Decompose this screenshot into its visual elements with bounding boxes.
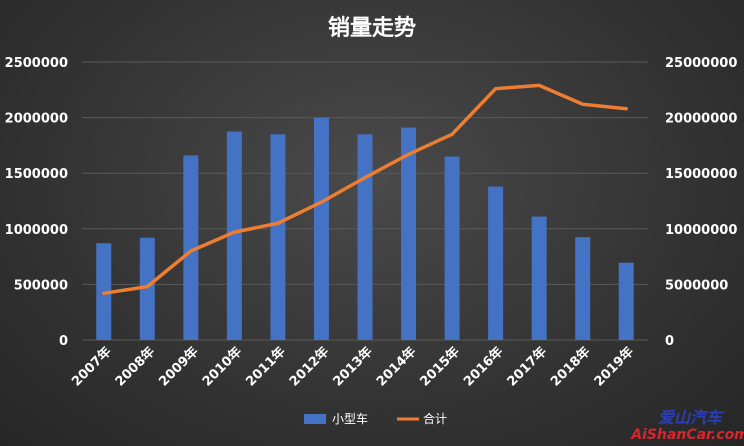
chart-title: 销量走势	[328, 15, 416, 41]
bar	[183, 155, 199, 340]
legend-bar-swatch	[304, 414, 326, 424]
x-tick-label: 2007年	[69, 344, 115, 390]
bar	[226, 131, 242, 340]
x-tick-label: 2011年	[243, 344, 289, 390]
bar	[139, 237, 155, 340]
right-tick-label: 25000000	[665, 56, 737, 71]
x-tick-label: 2010年	[199, 344, 245, 390]
right-tick-label: 10000000	[665, 223, 737, 238]
x-axis: 2007年2008年2009年2010年2011年2012年2013年2014年…	[69, 344, 638, 390]
right-axis: 0 5000000 10000000 15000000 20000000 25000000	[665, 56, 737, 349]
watermark-logo-text: 爱山汽车	[658, 408, 724, 427]
left-tick-label: 1500000	[5, 167, 68, 182]
line-series	[102, 83, 628, 296]
bar	[531, 216, 547, 340]
x-tick-label: 2014年	[373, 344, 419, 390]
x-tick-label: 2019年	[591, 344, 637, 390]
x-tick-label: 2008年	[112, 344, 158, 390]
bar	[575, 237, 591, 340]
x-tick-label: 2016年	[460, 344, 506, 390]
watermark: 爱山汽车 AiShanCar.com	[630, 408, 744, 443]
watermark-url: AiShanCar.com	[630, 427, 744, 443]
right-tick-label: 20000000	[665, 112, 737, 127]
right-tick-label: 15000000	[665, 167, 737, 182]
bar	[270, 134, 286, 340]
series-line	[102, 83, 628, 296]
left-tick-label: 2000000	[5, 112, 68, 127]
left-tick-label: 500000	[14, 278, 68, 293]
x-tick-label: 2015年	[417, 344, 463, 390]
bar	[618, 262, 634, 340]
x-tick-label: 2012年	[286, 344, 332, 390]
left-axis: 0 500000 1000000 1500000 2000000 2500000	[5, 56, 68, 349]
bar	[488, 186, 504, 340]
legend-line-label: 合计	[423, 411, 447, 426]
bar	[313, 117, 329, 340]
right-tick-label: 0	[665, 334, 674, 349]
bar-series	[96, 117, 634, 340]
right-tick-label: 5000000	[665, 278, 728, 293]
x-tick-label: 2018年	[547, 344, 593, 390]
bar	[444, 156, 460, 340]
x-tick-label: 2017年	[504, 344, 550, 390]
bar	[357, 134, 373, 340]
legend: 小型车 合计	[304, 411, 447, 426]
left-tick-label: 2500000	[5, 56, 68, 71]
x-tick-label: 2013年	[330, 344, 376, 390]
legend-bar-label: 小型车	[332, 411, 368, 426]
left-tick-label: 1000000	[5, 223, 68, 238]
x-tick-label: 2009年	[156, 344, 202, 390]
bar	[401, 127, 417, 340]
left-tick-label: 0	[59, 334, 68, 349]
